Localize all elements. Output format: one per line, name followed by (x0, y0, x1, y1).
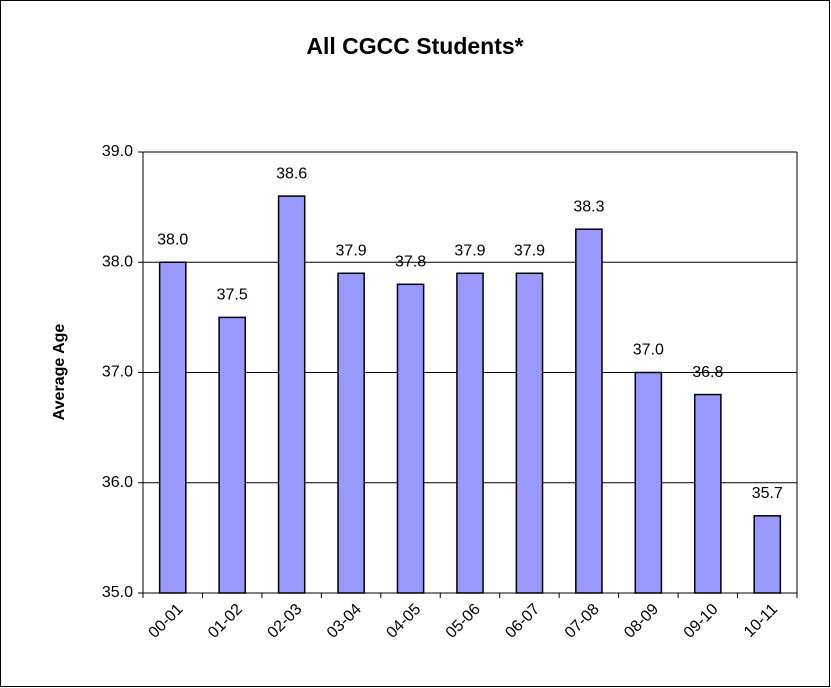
bar (158, 261, 187, 594)
value-label: 37.9 (336, 242, 367, 259)
bar (337, 272, 365, 594)
bar (515, 272, 544, 594)
bar (218, 316, 247, 594)
value-label: 38.3 (573, 198, 604, 215)
y-tick-label: 36.0 (102, 474, 133, 491)
bar (396, 283, 425, 594)
value-label: 37.5 (217, 287, 248, 304)
value-label: 38.0 (157, 231, 188, 248)
y-tick-label: 38.0 (102, 253, 133, 270)
y-axis-label: Average Age (51, 324, 68, 421)
bar (634, 371, 663, 594)
value-label: 37.9 (514, 242, 545, 259)
value-label: 38.6 (276, 165, 307, 182)
value-label: 35.7 (752, 485, 783, 502)
value-label: 36.8 (692, 364, 723, 381)
value-label: 37.9 (454, 242, 485, 259)
bar (693, 393, 722, 594)
bar (456, 272, 484, 594)
bar (753, 515, 782, 594)
y-tick-label: 37.0 (102, 364, 133, 381)
value-label: 37.0 (633, 342, 664, 359)
bar (277, 195, 306, 594)
chart-title: All CGCC Students* (306, 33, 523, 59)
y-tick-label: 39.0 (102, 143, 133, 160)
bar (575, 228, 603, 594)
value-label: 37.8 (395, 254, 426, 271)
y-tick-label: 35.0 (102, 584, 133, 601)
